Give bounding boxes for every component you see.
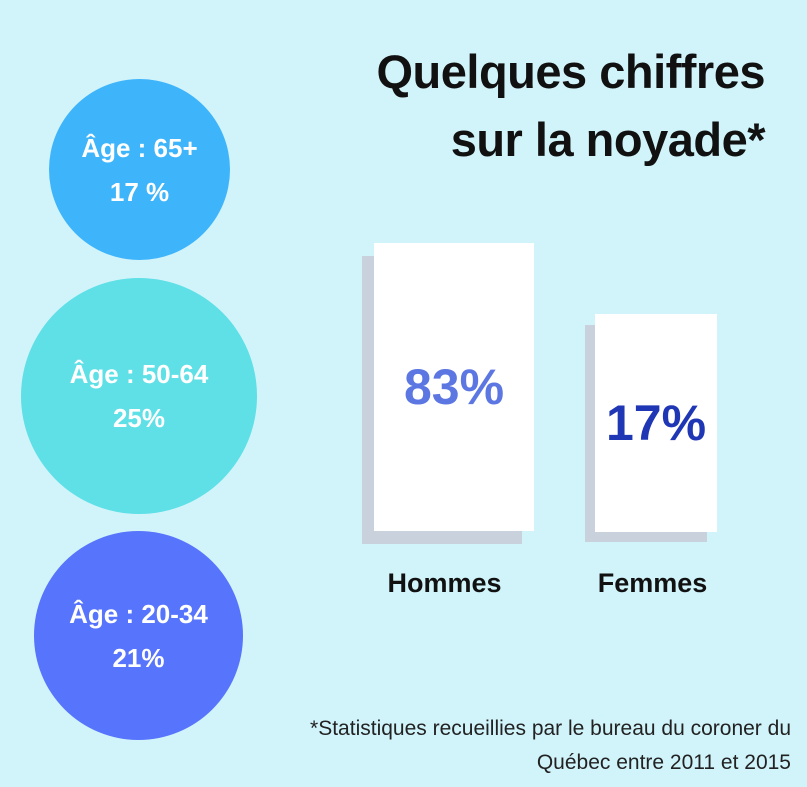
- title-line-2: sur la noyade*: [450, 113, 766, 166]
- footnote: *Statistiques recueillies par le bureau …: [310, 712, 791, 780]
- age-circle-value: 25%: [112, 403, 166, 433]
- footnote-line-1: *Statistiques recueillies par le bureau …: [310, 717, 791, 740]
- age-circle-65-plus: Âge : 65+ 17 %: [49, 79, 230, 260]
- hommes-label: Hommes: [387, 568, 502, 598]
- title-line-1: Quelques chiffres: [376, 45, 766, 98]
- femmes-label: Femmes: [597, 568, 708, 598]
- age-circle-label: Âge : 65+: [81, 132, 198, 163]
- femmes-card: 17%: [595, 314, 717, 532]
- age-circle-value: 17 %: [109, 176, 170, 207]
- age-circle-label: Âge : 20-34: [69, 598, 208, 629]
- age-circle-50-64: Âge : 50-64 25%: [21, 278, 257, 514]
- age-circle-value: 21%: [112, 642, 165, 673]
- age-circle-20-34: Âge : 20-34 21%: [34, 531, 243, 740]
- femmes-value: 17%: [605, 395, 707, 451]
- hommes-value: 83%: [403, 359, 505, 415]
- page-title: Quelques chiffres sur la noyade*: [377, 38, 766, 174]
- age-circle-label: Âge : 50-64: [69, 359, 209, 389]
- hommes-card: 83%: [374, 243, 534, 531]
- footnote-line-2: Québec entre 2011 et 2015: [536, 751, 791, 774]
